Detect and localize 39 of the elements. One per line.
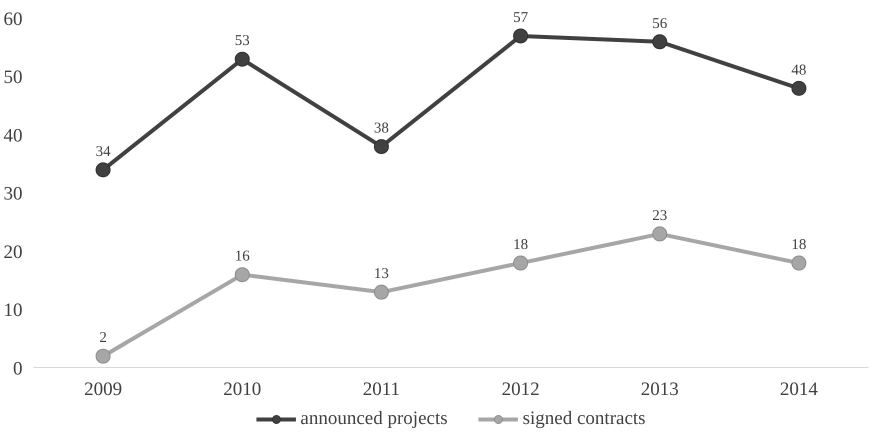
data-label: 56 bbox=[652, 16, 668, 32]
x-tick-label: 2010 bbox=[223, 378, 262, 400]
y-tick-label: 30 bbox=[4, 184, 22, 205]
point bbox=[234, 267, 250, 282]
y-tick-label: 50 bbox=[4, 67, 22, 88]
data-label: 18 bbox=[791, 237, 806, 254]
x-tick-label: 2009 bbox=[84, 378, 122, 400]
point bbox=[652, 34, 668, 50]
point bbox=[374, 139, 389, 154]
data-label: 34 bbox=[96, 144, 112, 160]
point bbox=[791, 256, 806, 271]
x-tick-label: 2011 bbox=[362, 378, 400, 400]
y-tick-label: 10 bbox=[4, 300, 22, 322]
point bbox=[96, 162, 111, 178]
point bbox=[96, 348, 111, 364]
data-label: 23 bbox=[652, 208, 668, 224]
data-label: 38 bbox=[374, 120, 389, 137]
data-label: 13 bbox=[374, 266, 389, 282]
y-tick-label: 20 bbox=[4, 242, 22, 263]
point bbox=[513, 28, 528, 44]
data-label: 16 bbox=[234, 248, 250, 265]
y-tick-label: 0 bbox=[13, 358, 22, 380]
legend-label: announced projects bbox=[300, 408, 448, 430]
data-label: 18 bbox=[513, 237, 528, 254]
point bbox=[513, 256, 528, 271]
y-tick-label: 40 bbox=[4, 125, 22, 146]
point bbox=[234, 52, 250, 67]
point bbox=[374, 284, 389, 300]
point bbox=[791, 80, 806, 96]
y-tick-label: 60 bbox=[4, 8, 22, 30]
data-label: 48 bbox=[791, 62, 806, 78]
point bbox=[652, 226, 668, 242]
x-tick-label: 2012 bbox=[502, 378, 540, 400]
data-label: 57 bbox=[513, 10, 529, 26]
x-tick-label: 2013 bbox=[640, 378, 679, 400]
legend-label: signed contracts bbox=[522, 408, 646, 430]
data-label: 53 bbox=[234, 33, 250, 50]
data-label: 2 bbox=[99, 330, 107, 346]
x-tick-label: 2014 bbox=[780, 378, 818, 400]
